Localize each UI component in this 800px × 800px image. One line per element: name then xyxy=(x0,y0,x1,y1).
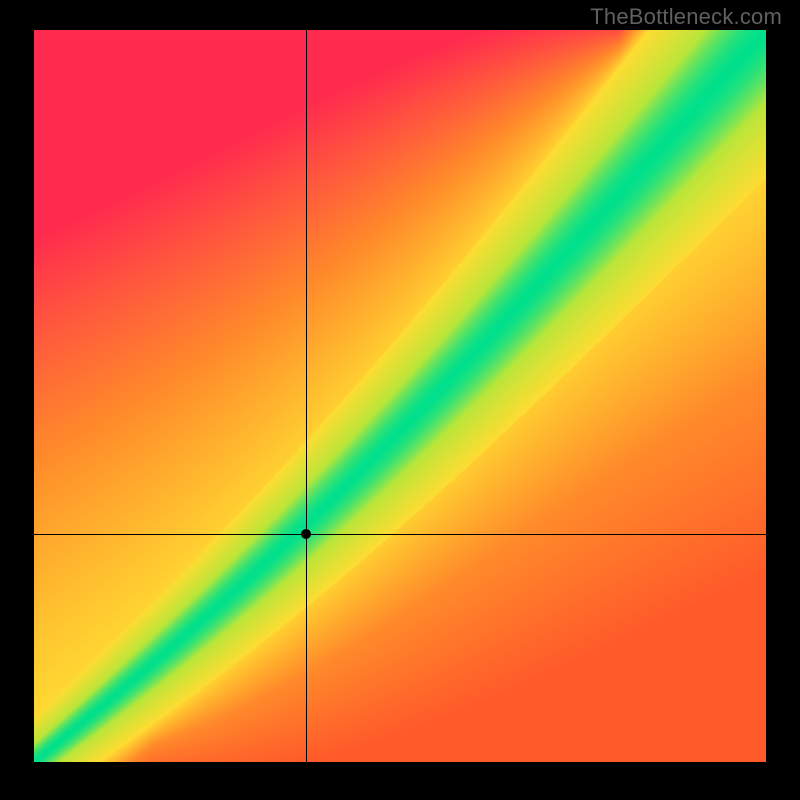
crosshair-vertical xyxy=(306,30,307,762)
heatmap-plot xyxy=(34,30,766,762)
crosshair-horizontal xyxy=(34,534,766,535)
chart-container: TheBottleneck.com xyxy=(0,0,800,800)
heatmap-canvas xyxy=(34,30,766,762)
watermark-text: TheBottleneck.com xyxy=(590,4,782,30)
crosshair-marker xyxy=(301,529,311,539)
